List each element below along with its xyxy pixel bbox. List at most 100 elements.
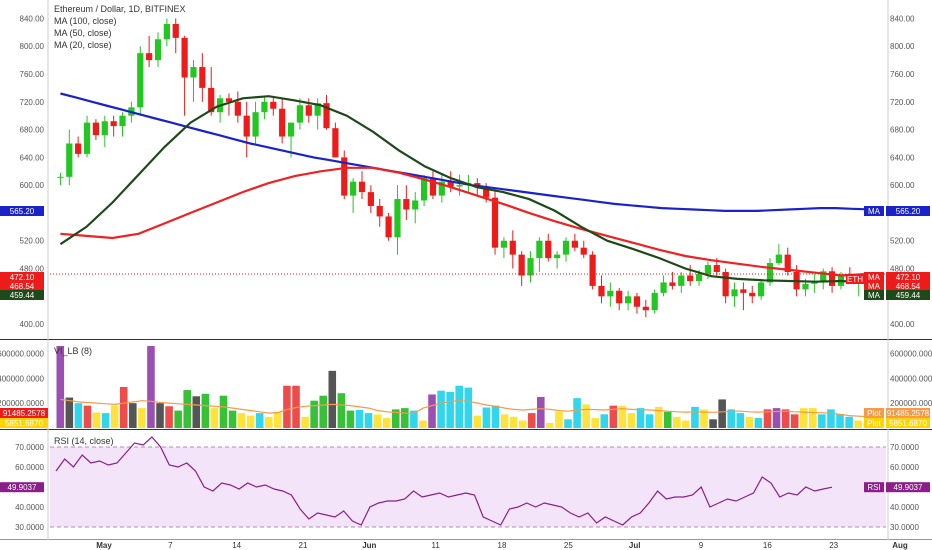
candle-body: [758, 282, 765, 297]
volume-bar: [636, 408, 645, 428]
rsi-tick-left: 70.0000: [15, 443, 44, 452]
candle-body: [270, 101, 277, 109]
x-tick: May: [96, 541, 112, 550]
candle-body: [766, 262, 774, 283]
rsi-legend: RSI (14, close): [54, 436, 114, 446]
price-tag-left: 459.44: [10, 291, 35, 300]
rsi-tick-right: 60.0000: [890, 463, 919, 472]
volume-bar: [219, 395, 228, 428]
volume-bar: [537, 396, 545, 428]
candle-body: [225, 98, 233, 102]
volume-bar: [527, 413, 536, 428]
x-tick: 11: [432, 541, 441, 550]
candle-body: [323, 103, 330, 129]
price-tag-right: 565.20: [896, 207, 921, 216]
price-tag-left-bg: [0, 272, 44, 282]
candle-body: [385, 216, 392, 238]
volume-bar: [482, 407, 491, 428]
candle-body: [571, 240, 578, 248]
price-tag-right-bg: [886, 206, 930, 216]
chart-legend: Ethereum / Dollar, 1D, BITFINEX MA (100,…: [54, 3, 186, 51]
price-tick-left: 760.00: [20, 70, 45, 79]
price-tag-right-bg: [886, 281, 930, 291]
volume-bar: [663, 411, 672, 428]
volume-bar: [790, 414, 799, 428]
volume-bar: [727, 409, 735, 428]
candle-body: [536, 240, 543, 259]
volume-bar: [391, 409, 400, 428]
candle-body: [828, 271, 836, 286]
candle-body: [749, 292, 756, 297]
candle-body: [447, 181, 454, 187]
volume-bar: [255, 413, 264, 428]
candle-body: [252, 112, 259, 137]
volume-bar: [781, 409, 790, 428]
volume-bar: [827, 409, 835, 428]
candle-body: [527, 258, 534, 276]
volume-bar: [246, 415, 255, 428]
volume-bar: [582, 404, 590, 428]
volume-bar: [301, 416, 309, 428]
rsi-tag-left: 49.9037: [8, 483, 37, 492]
candle-body: [518, 254, 525, 276]
volume-bar: [700, 409, 708, 428]
x-tick: 9: [699, 541, 704, 550]
candle-body: [811, 282, 818, 284]
volume-bar: [754, 418, 763, 428]
volume-bar: [736, 413, 745, 428]
candle-body: [491, 197, 499, 248]
candle-body: [651, 292, 658, 311]
volume-bar: [237, 413, 246, 428]
ma-name-tag-bg: [864, 290, 884, 300]
volume-bar: [83, 405, 92, 428]
price-tag-right: 468.54: [896, 282, 921, 291]
volume-bar: [165, 406, 173, 428]
volume-bar: [156, 403, 164, 428]
volume-bar: [763, 409, 772, 428]
volume-bar: [500, 414, 509, 428]
candle-body: [660, 282, 667, 293]
candle-body: [199, 67, 206, 88]
price-tag-left: 472.10: [10, 273, 35, 282]
candle-body: [314, 103, 321, 116]
volume-bar: [518, 420, 527, 428]
candle-body: [367, 192, 374, 206]
volume-bar: [201, 393, 210, 428]
vol-tag-right-bg: [886, 418, 930, 428]
x-tick: Aug: [892, 541, 908, 550]
volume-bar: [328, 370, 337, 428]
volume-bar: [564, 419, 572, 428]
price-tag-right-bg: [886, 272, 930, 282]
candle-body: [243, 115, 250, 137]
volume-bar: [419, 420, 427, 428]
candle-body: [731, 289, 738, 297]
vol-tag-left: 5851.6870: [5, 419, 43, 428]
candle-body: [181, 37, 188, 78]
volume-ma-line: [60, 398, 868, 418]
candle-body: [438, 181, 445, 196]
candle-body: [146, 53, 153, 61]
candle-body: [279, 108, 286, 137]
volume-bar: [74, 403, 83, 428]
volume-bar: [573, 398, 581, 428]
volume-bar: [92, 412, 101, 428]
x-tick: Jul: [629, 541, 641, 550]
price-tag-right: 459.44: [896, 291, 921, 300]
volume-bar: [192, 396, 201, 428]
price-tick-left: 520.00: [20, 237, 45, 246]
rsi-tag-right: 49.9037: [894, 483, 923, 492]
candle-body: [820, 271, 827, 283]
candle-body: [554, 254, 561, 259]
legend-ma100: MA (100, close): [54, 16, 117, 26]
vol-name-tag: Plot: [867, 409, 882, 418]
volume-bar: [645, 414, 654, 428]
volume-bar: [364, 413, 373, 428]
candle-body: [802, 283, 809, 290]
price-tick-right: 400.00: [890, 320, 915, 329]
volume-bar: [65, 397, 74, 428]
x-tick: 14: [232, 541, 241, 550]
volume-bar: [818, 414, 826, 428]
candle-body: [775, 254, 782, 263]
price-tag-left: 565.20: [10, 207, 35, 216]
candle-body: [341, 157, 348, 196]
